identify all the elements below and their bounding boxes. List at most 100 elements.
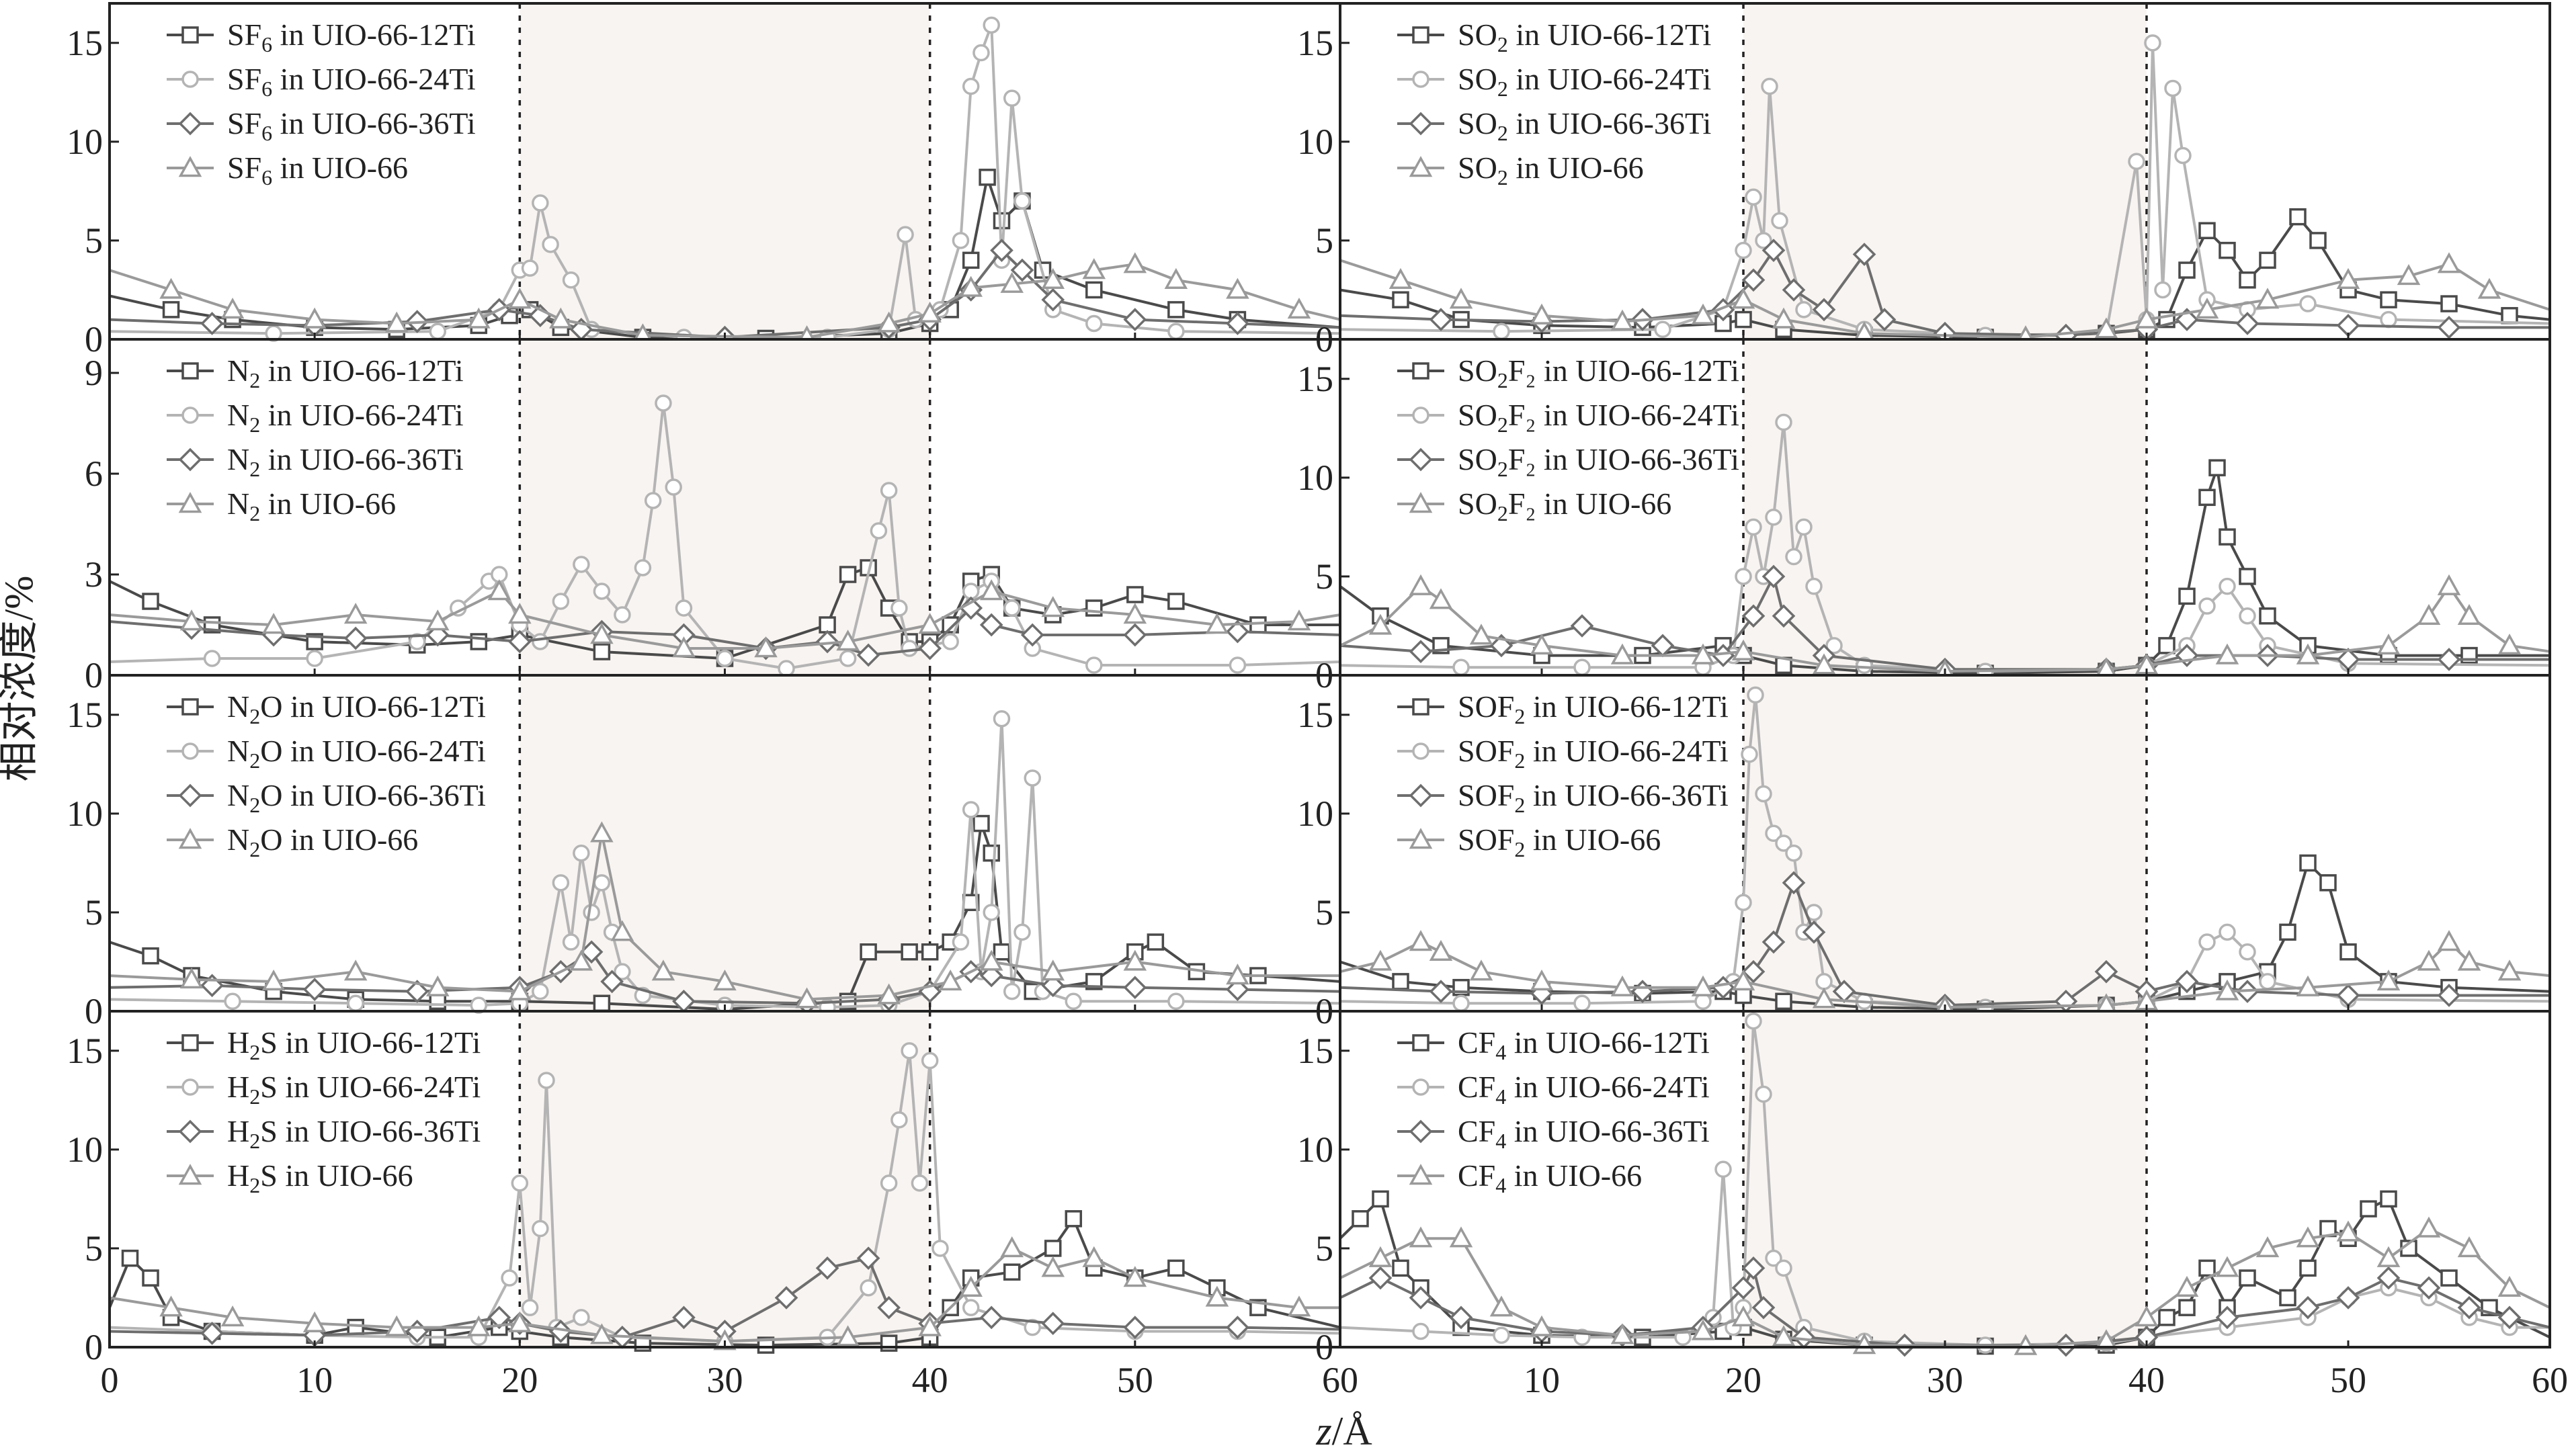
legend-label: N2O in UIO-66 (227, 822, 418, 861)
data-point (665, 478, 682, 496)
data-point (2299, 854, 2317, 872)
data-point (1741, 268, 1766, 292)
data-point (856, 1246, 880, 1270)
data-point (2376, 969, 2401, 991)
legend-marker (1409, 112, 1433, 136)
data-point (877, 311, 901, 333)
data-point (1761, 930, 1786, 954)
data-point (343, 603, 368, 624)
y-tick-label: 5 (85, 220, 103, 261)
data-point (860, 1279, 877, 1297)
data-point (429, 323, 447, 340)
data-point (159, 1295, 183, 1317)
legend-marker (1409, 1119, 1433, 1144)
y-tick-label: 10 (67, 1129, 103, 1170)
data-point (1287, 1295, 1311, 1317)
y-tick-label: 0 (85, 319, 103, 359)
x-tick-label: 40 (2128, 1360, 2165, 1400)
y-tick-label: 5 (85, 892, 103, 933)
data-point (1123, 976, 1147, 1000)
data-point (962, 77, 980, 95)
shaded-region (520, 3, 930, 339)
data-point (815, 630, 839, 654)
y-tick-label: 15 (67, 695, 103, 735)
data-point (979, 169, 996, 186)
data-point (2319, 874, 2337, 892)
y-tick-label: 5 (1315, 892, 1333, 933)
y-tick-label: 0 (1315, 991, 1333, 1031)
legend-label: CF4 in UIO-66 (1458, 1158, 1642, 1197)
data-point (1409, 930, 1433, 951)
legend-label: SOF2 in UIO-66 (1458, 822, 1661, 861)
data-point (405, 980, 429, 1003)
data-point (1044, 1240, 1062, 1257)
data-point (614, 606, 631, 624)
legend-marker (178, 1119, 202, 1144)
data-point (2219, 577, 2236, 595)
legend-suffix-text: in UIO-66-36Ti (1525, 778, 1728, 812)
legend-gas-text: SO (1458, 398, 1497, 432)
data-point (890, 1111, 908, 1129)
data-point (1388, 267, 1413, 289)
data-point (1123, 1266, 1147, 1287)
series (1339, 252, 2551, 347)
legend-label: SO2 in UIO-66 (1458, 151, 1644, 189)
legend-suffix-text: in UIO-66-36Ti (1506, 1114, 1709, 1148)
data-point (952, 933, 970, 951)
legend-gas-text: N (227, 778, 249, 812)
data-point (1226, 619, 1249, 644)
data-point (2215, 643, 2239, 665)
data-point (1775, 413, 1792, 431)
data-point (918, 301, 942, 323)
legend-label: CF4 in UIO-66-36Ti (1458, 1114, 1710, 1153)
data-point (1449, 1226, 1473, 1248)
legend-label: N2 in UIO-66-36Ti (227, 442, 464, 481)
legend-marker (1412, 1078, 1429, 1096)
legend-suffix-text: in UIO-66 (1508, 151, 1644, 185)
legend-subscript: 4 (1495, 1040, 1506, 1064)
legend-marker (178, 1164, 202, 1185)
data-point (2239, 943, 2256, 961)
legend-subscript: 2 (249, 1040, 260, 1064)
data-point (1013, 923, 1031, 941)
legend-label: CF4 in UIO-66-12Ti (1458, 1025, 1710, 1064)
data-point (2477, 277, 2501, 299)
data-point (1429, 980, 1453, 1003)
data-point (1409, 574, 1433, 595)
data-point (983, 844, 1000, 862)
data-point (2235, 312, 2260, 335)
data-point (774, 1286, 798, 1310)
data-point (931, 1240, 949, 1257)
data-point (1691, 303, 1715, 325)
legend-subscript: 2 (1497, 77, 1508, 101)
data-point (2255, 1236, 2280, 1258)
data-point (1714, 1160, 1732, 1179)
data-point (870, 522, 888, 540)
data-point (2497, 1305, 2522, 1330)
data-point (470, 633, 488, 650)
data-point (1469, 959, 1493, 981)
data-point (634, 559, 652, 576)
data-point (579, 940, 604, 964)
data-point (1226, 1316, 1249, 1339)
y-tick-label: 5 (1315, 1228, 1333, 1269)
data-point (425, 975, 450, 996)
data-point (542, 236, 559, 253)
legend-label: SO2F₂ in UIO-66-36Ti (1458, 442, 1739, 481)
data-point (2134, 1305, 2159, 1327)
data-point (593, 994, 611, 1012)
data-point (1287, 609, 1311, 631)
data-point (569, 949, 593, 971)
series (109, 252, 1341, 347)
data-point (2299, 1259, 2317, 1277)
y-tick-label: 5 (1315, 556, 1333, 597)
legend-gas-text: N (227, 353, 249, 388)
data-point (1795, 301, 1813, 318)
legend-suffix-text: in UIO-66-12Ti (1525, 689, 1728, 724)
data-point (220, 1305, 245, 1327)
data-point (552, 593, 570, 610)
y-tick-label: 0 (1315, 655, 1333, 695)
legend-marker (178, 156, 202, 177)
data-point (508, 1311, 532, 1332)
data-point (1020, 623, 1044, 647)
